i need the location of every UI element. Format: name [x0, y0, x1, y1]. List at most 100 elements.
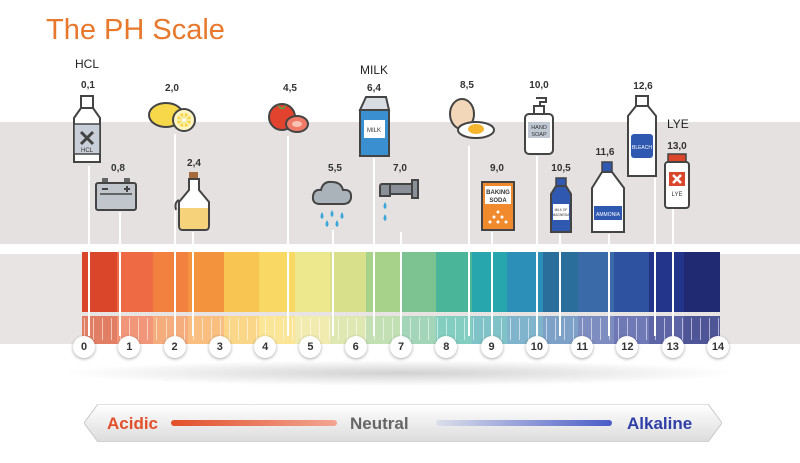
connector-lye-bottle — [671, 208, 674, 336]
minor-tick — [455, 318, 457, 340]
ph-number-14: 14 — [707, 336, 729, 358]
connector-car-battery — [119, 212, 122, 336]
minor-tick — [102, 318, 104, 340]
ph-color-segment — [613, 252, 649, 312]
connector-vinegar-jar — [191, 232, 194, 336]
acidity-legend-banner — [84, 404, 722, 442]
vinegar-jar-icon — [174, 172, 210, 231]
ph-color-segment — [117, 252, 153, 312]
connector-hcl-bottle — [87, 166, 90, 336]
ph-value-baking-soda: 9,0 — [490, 163, 504, 174]
minor-tick — [699, 318, 701, 340]
connector-milk-of-magnesia — [558, 234, 561, 336]
ph-color-segment — [436, 252, 472, 312]
minor-tick — [237, 318, 239, 340]
minor-tick — [527, 318, 529, 340]
hand-soap-label-1: HAND — [531, 125, 547, 131]
minor-tick — [328, 318, 330, 340]
minor-tick — [591, 318, 593, 340]
ph-color-segment — [400, 252, 437, 312]
connector-rain-cloud — [332, 230, 335, 336]
ph-number-0: 0 — [73, 336, 95, 358]
magnesia-label-1: MILK OF — [555, 208, 568, 212]
ph-value-egg: 8,5 — [460, 80, 474, 91]
minor-tick — [600, 318, 602, 340]
neutral-label: Neutral — [350, 414, 409, 433]
ph-color-segment — [294, 252, 331, 312]
minor-tick — [718, 318, 719, 340]
ph-value-hand-soap: 10,0 — [529, 80, 549, 91]
minor-tick — [437, 318, 439, 340]
car-battery-icon — [95, 178, 137, 211]
connector-hand-soap — [535, 156, 538, 336]
minor-tick — [627, 318, 629, 340]
connector-lemon — [173, 134, 176, 336]
alkaline-gradient-bar — [436, 420, 612, 426]
minor-tick — [147, 318, 149, 340]
label-milk: MILK — [360, 63, 389, 77]
ph-color-segment — [578, 252, 614, 312]
ph-number-7: 7 — [390, 336, 412, 358]
ph-value-tap: 7,0 — [393, 163, 407, 174]
minor-tick — [564, 318, 566, 340]
ph-number-5: 5 — [299, 336, 322, 358]
minor-tick — [690, 318, 692, 340]
ph-value-lemon: 2,0 — [165, 83, 179, 94]
minor-tick — [545, 318, 547, 340]
minor-tick — [636, 318, 638, 340]
lemon-icon — [148, 102, 196, 132]
minor-tick — [464, 318, 466, 340]
minor-tick — [319, 318, 321, 340]
page-title: The PH Scale — [46, 14, 225, 46]
ph-color-segment — [259, 252, 295, 312]
baking-soda-icon: BAKING SODA — [481, 181, 515, 231]
connector-ammonia-bottle — [608, 234, 611, 336]
ph-color-segment — [330, 252, 366, 312]
alkaline-label: Alkaline — [627, 414, 693, 433]
ammonia-label: AMMONIA — [596, 212, 621, 218]
minor-tick — [183, 318, 185, 340]
minor-tick — [482, 318, 484, 340]
label-lye: LYE — [667, 117, 689, 131]
minor-tick — [446, 318, 448, 340]
minor-tick — [247, 318, 249, 340]
ph-color-segment — [365, 252, 401, 312]
milk-carton-label: MILK — [367, 128, 381, 134]
minor-tick — [201, 318, 203, 340]
minor-tick — [265, 318, 267, 340]
ph-value-ammonia: 11,6 — [595, 147, 615, 158]
ph-number-10: 10 — [525, 336, 548, 358]
ph-number-4: 4 — [254, 336, 277, 358]
baking-soda-label-1: BAKING — [486, 190, 510, 196]
ph-number-3: 3 — [208, 336, 231, 358]
minor-tick — [645, 318, 647, 340]
minor-tick — [228, 318, 230, 340]
ph-number-2: 2 — [163, 336, 186, 358]
magnesia-label-2: MAGNESIA — [553, 213, 571, 217]
minor-tick — [156, 318, 158, 340]
ph-value-magnesia: 10,5 — [551, 163, 571, 174]
minor-tick — [301, 318, 303, 340]
milk-of-magnesia-icon: MILK OF MAGNESIA — [550, 177, 572, 233]
ph-value-lye: 13,0 — [667, 141, 687, 152]
minor-tick — [310, 318, 312, 340]
minor-tick — [473, 318, 475, 340]
hcl-bottle-label: HCL — [81, 148, 94, 154]
minor-tick — [554, 318, 556, 340]
acidic-label: Acidic — [107, 414, 159, 433]
minor-tick — [681, 318, 683, 340]
scale-shadow — [60, 360, 740, 386]
minor-tick — [518, 318, 520, 340]
minor-tick — [618, 318, 620, 340]
minor-tick — [509, 318, 511, 340]
ph-number-6: 6 — [344, 336, 367, 358]
minor-tick — [355, 318, 357, 340]
connector-milk-carton — [372, 158, 375, 336]
minor-tick — [410, 318, 412, 340]
minor-tick — [428, 318, 430, 340]
water-tap-icon — [379, 179, 419, 221]
connector-egg — [467, 146, 470, 336]
hand-soap-icon: HAND SOAP — [524, 97, 554, 155]
ph-color-segment — [223, 252, 260, 312]
minor-tick — [292, 318, 294, 340]
